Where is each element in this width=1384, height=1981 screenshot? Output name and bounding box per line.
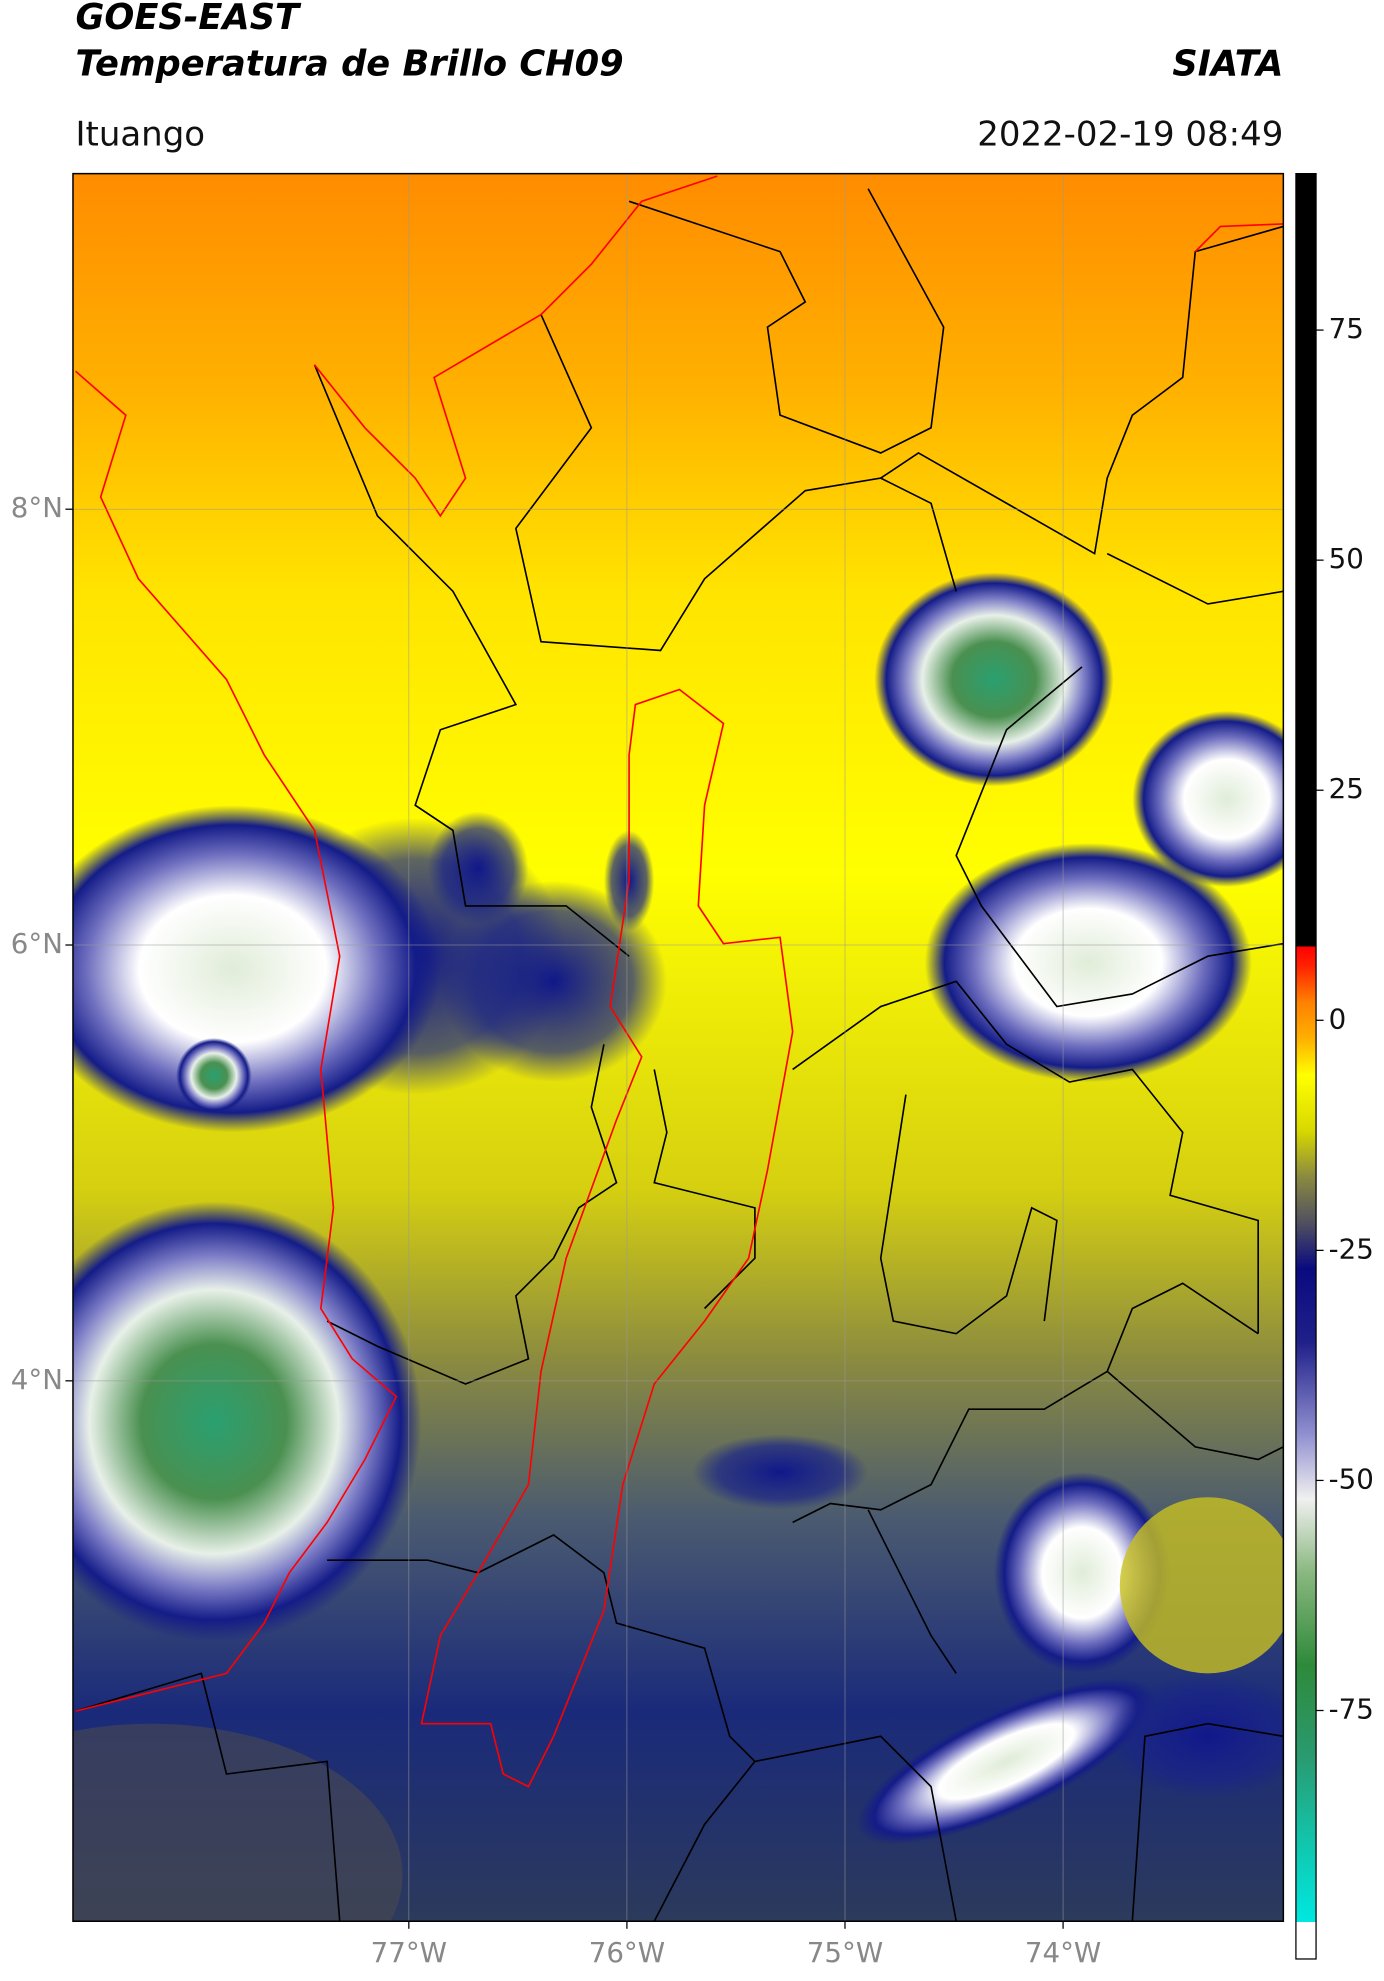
- region-outline: [420, 688, 794, 1788]
- border: [754, 1735, 958, 1922]
- title: GOES-EAST: [75, 0, 302, 38]
- cloud: [427, 811, 529, 925]
- border: [628, 188, 945, 454]
- coastline: [1194, 223, 1284, 253]
- colorbar-tick-label: -75: [1329, 1693, 1374, 1726]
- cloud: [874, 572, 1114, 787]
- border: [867, 1509, 957, 1674]
- border: [326, 1044, 618, 1385]
- colorbar: [1295, 172, 1317, 1960]
- border: [792, 1282, 1259, 1524]
- x-tick-label: 75°W: [807, 1936, 883, 1969]
- y-tick-label: 6°N: [11, 927, 63, 960]
- y-tick-label: 8°N: [11, 491, 63, 524]
- border: [879, 1094, 1058, 1335]
- map-image: [72, 173, 1284, 1922]
- colorbar-tick-label: -50: [1329, 1462, 1374, 1495]
- colorbar-tick-label: 0: [1329, 1002, 1347, 1035]
- location: Ituango: [75, 114, 205, 154]
- colorbar-tick-label: 75: [1329, 312, 1364, 345]
- cloud: [176, 1037, 252, 1114]
- cloud: [993, 1472, 1171, 1674]
- colorbar-tick-label: 25: [1329, 772, 1364, 805]
- datetime: 2022-02-19 08:49: [977, 114, 1283, 154]
- cloud: [856, 1678, 1157, 1845]
- colorbar-tick-label: -25: [1329, 1232, 1374, 1265]
- border: [75, 1672, 341, 1922]
- border: [313, 364, 630, 957]
- colorbar-tick-label: 50: [1329, 542, 1364, 575]
- ticks: 77°W 76°W 75°W 74°W 4°N 6°N 8°N -75 -50 -25 0 25 50 7…: [11, 312, 1374, 1969]
- coastline: [74, 370, 398, 1712]
- x-tick-label: 77°W: [371, 1936, 447, 1969]
- cloud: [72, 805, 441, 1133]
- border: [792, 980, 1259, 1334]
- border: [653, 1069, 756, 1310]
- cloud: [692, 1434, 869, 1510]
- warm-area: [1119, 1497, 1284, 1674]
- border: [1106, 552, 1284, 605]
- border: [880, 225, 1284, 555]
- borders: [75, 188, 1284, 1922]
- grid: [72, 173, 1284, 1922]
- cloud: [72, 1201, 422, 1642]
- dark-area: [72, 1723, 403, 1922]
- border: [1106, 1370, 1284, 1461]
- subtitle: Temperatura de Brillo CH09: [75, 43, 623, 84]
- map-frame: [72, 172, 1285, 1922]
- cloud: [1107, 1673, 1284, 1800]
- border: [955, 666, 1284, 1008]
- x-tick-label: 74°W: [1025, 1936, 1101, 1969]
- coastline: [313, 175, 718, 518]
- cloud: [924, 842, 1252, 1083]
- border: [1131, 1722, 1284, 1922]
- cloud: [440, 880, 667, 1083]
- cloud: [1132, 710, 1284, 887]
- source: SIATA: [1172, 43, 1283, 84]
- border: [327, 1534, 757, 1922]
- red-lines: [74, 175, 1284, 1788]
- x-tick-label: 76°W: [589, 1936, 665, 1969]
- y-tick-label: 4°N: [11, 1363, 63, 1396]
- border: [514, 314, 958, 652]
